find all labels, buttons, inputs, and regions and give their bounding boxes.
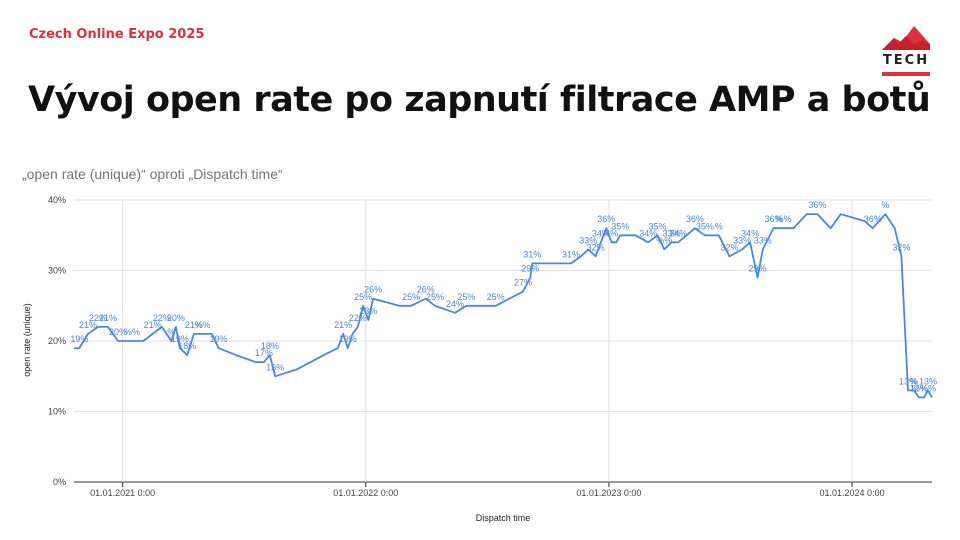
data-label: %%% bbox=[912, 383, 936, 393]
chart-grid bbox=[74, 199, 932, 487]
data-label: 25% bbox=[487, 292, 505, 302]
data-label: 31% bbox=[562, 249, 580, 259]
data-label: 19% bbox=[70, 334, 88, 344]
logo-text: TECH bbox=[882, 53, 930, 68]
x-tick-label: 01.01.2021 0:00 bbox=[90, 488, 155, 498]
data-label: 33% bbox=[733, 235, 751, 245]
data-label: 36% bbox=[597, 214, 615, 224]
data-label: 22% bbox=[153, 313, 171, 323]
event-name: Czech Online Expo 2025 bbox=[29, 27, 205, 42]
data-label: 33% bbox=[754, 235, 772, 245]
data-label: %% bbox=[775, 214, 791, 224]
data-label: 15% bbox=[266, 362, 284, 372]
data-label: % bbox=[715, 221, 723, 231]
data-label: 25% bbox=[354, 292, 372, 302]
data-label: 21% bbox=[79, 320, 97, 330]
data-label: %% bbox=[195, 320, 211, 330]
data-label: 35% bbox=[696, 221, 714, 231]
tech-logo: TECH bbox=[880, 22, 932, 78]
data-label: 29% bbox=[521, 264, 539, 274]
y-axis-ticks: 0% 10% 20% 30% 40% bbox=[48, 195, 66, 487]
data-label: 19% bbox=[171, 334, 189, 344]
logo-bar bbox=[882, 72, 930, 76]
data-label: 27% bbox=[514, 278, 532, 288]
x-tick-label: 01.01.2024 0:00 bbox=[820, 488, 885, 498]
data-label: 18% bbox=[178, 341, 196, 351]
data-label: 33% bbox=[663, 228, 681, 238]
data-label: 12% bbox=[910, 383, 928, 393]
data-label: 32% bbox=[720, 242, 738, 252]
data-label: 25% bbox=[426, 292, 444, 302]
data-label: 29% bbox=[748, 264, 766, 274]
data-label: 32% bbox=[892, 242, 910, 252]
data-label: 22% bbox=[89, 313, 107, 323]
data-label: %% bbox=[124, 327, 140, 337]
data-label: 20% bbox=[109, 327, 127, 337]
data-label: 17% bbox=[255, 348, 273, 358]
data-label: 22% bbox=[349, 313, 367, 323]
data-label: 34% bbox=[741, 228, 759, 238]
x-axis-ticks: 01.01.2021 0:00 01.01.2022 0:00 01.01.2023… bbox=[90, 488, 884, 498]
data-label: %% bbox=[656, 235, 672, 245]
y-tick-label: 40% bbox=[48, 195, 66, 205]
data-label: 26% bbox=[364, 285, 382, 295]
data-label: 35% bbox=[611, 221, 629, 231]
data-label: 36% bbox=[808, 200, 826, 210]
data-label: 25% bbox=[457, 292, 475, 302]
data-label: 4% bbox=[605, 228, 618, 238]
chart-title: „open rate (unique)“ oproti „Dispatch ti… bbox=[22, 166, 283, 182]
data-label: 18% bbox=[261, 341, 279, 351]
x-tick-label: 01.01.2022 0:00 bbox=[333, 488, 398, 498]
y-tick-label: 0% bbox=[53, 477, 66, 487]
data-label: 36% bbox=[764, 214, 782, 224]
data-label: 25% bbox=[402, 292, 420, 302]
data-label: 13% bbox=[899, 376, 917, 386]
data-label: 23% bbox=[359, 306, 377, 316]
y-axis-label: open rate (unique) bbox=[22, 303, 32, 377]
data-label: 34% bbox=[592, 228, 610, 238]
x-axis-label: Dispatch time bbox=[476, 513, 531, 523]
data-label: 36% bbox=[864, 214, 882, 224]
series-line bbox=[74, 213, 933, 399]
data-label: 24% bbox=[446, 299, 464, 309]
data-label: 19% bbox=[339, 334, 357, 344]
data-label: 21% bbox=[144, 320, 162, 330]
data-label: 34% bbox=[669, 228, 687, 238]
page-title: Vývoj open rate po zapnutí filtrace AMP … bbox=[28, 80, 931, 120]
data-label: 35% bbox=[649, 221, 667, 231]
data-label: 21% bbox=[334, 320, 352, 330]
data-label: % bbox=[881, 200, 889, 210]
data-label: % bbox=[910, 376, 918, 386]
data-label: 21% bbox=[185, 320, 203, 330]
data-label: 13% bbox=[919, 376, 937, 386]
data-labels: 19%21%22%21%20%%%21%22%%20%19%18%21%%%19… bbox=[70, 200, 937, 393]
data-label: 32% bbox=[587, 242, 605, 252]
mountain-icon bbox=[882, 26, 930, 50]
data-label: 20% bbox=[167, 313, 185, 323]
data-label: 31% bbox=[523, 249, 541, 259]
data-label: % bbox=[167, 327, 175, 337]
data-label: 26% bbox=[417, 285, 435, 295]
data-label: 34% bbox=[639, 228, 657, 238]
data-label: 33% bbox=[579, 235, 597, 245]
y-tick-label: 30% bbox=[48, 266, 66, 276]
x-tick-label: 01.01.2023 0:00 bbox=[576, 488, 641, 498]
data-label: 19% bbox=[210, 334, 228, 344]
data-label: 36% bbox=[686, 214, 704, 224]
y-tick-label: 20% bbox=[48, 336, 66, 346]
data-label: 21% bbox=[99, 313, 117, 323]
y-tick-label: 10% bbox=[48, 407, 66, 417]
